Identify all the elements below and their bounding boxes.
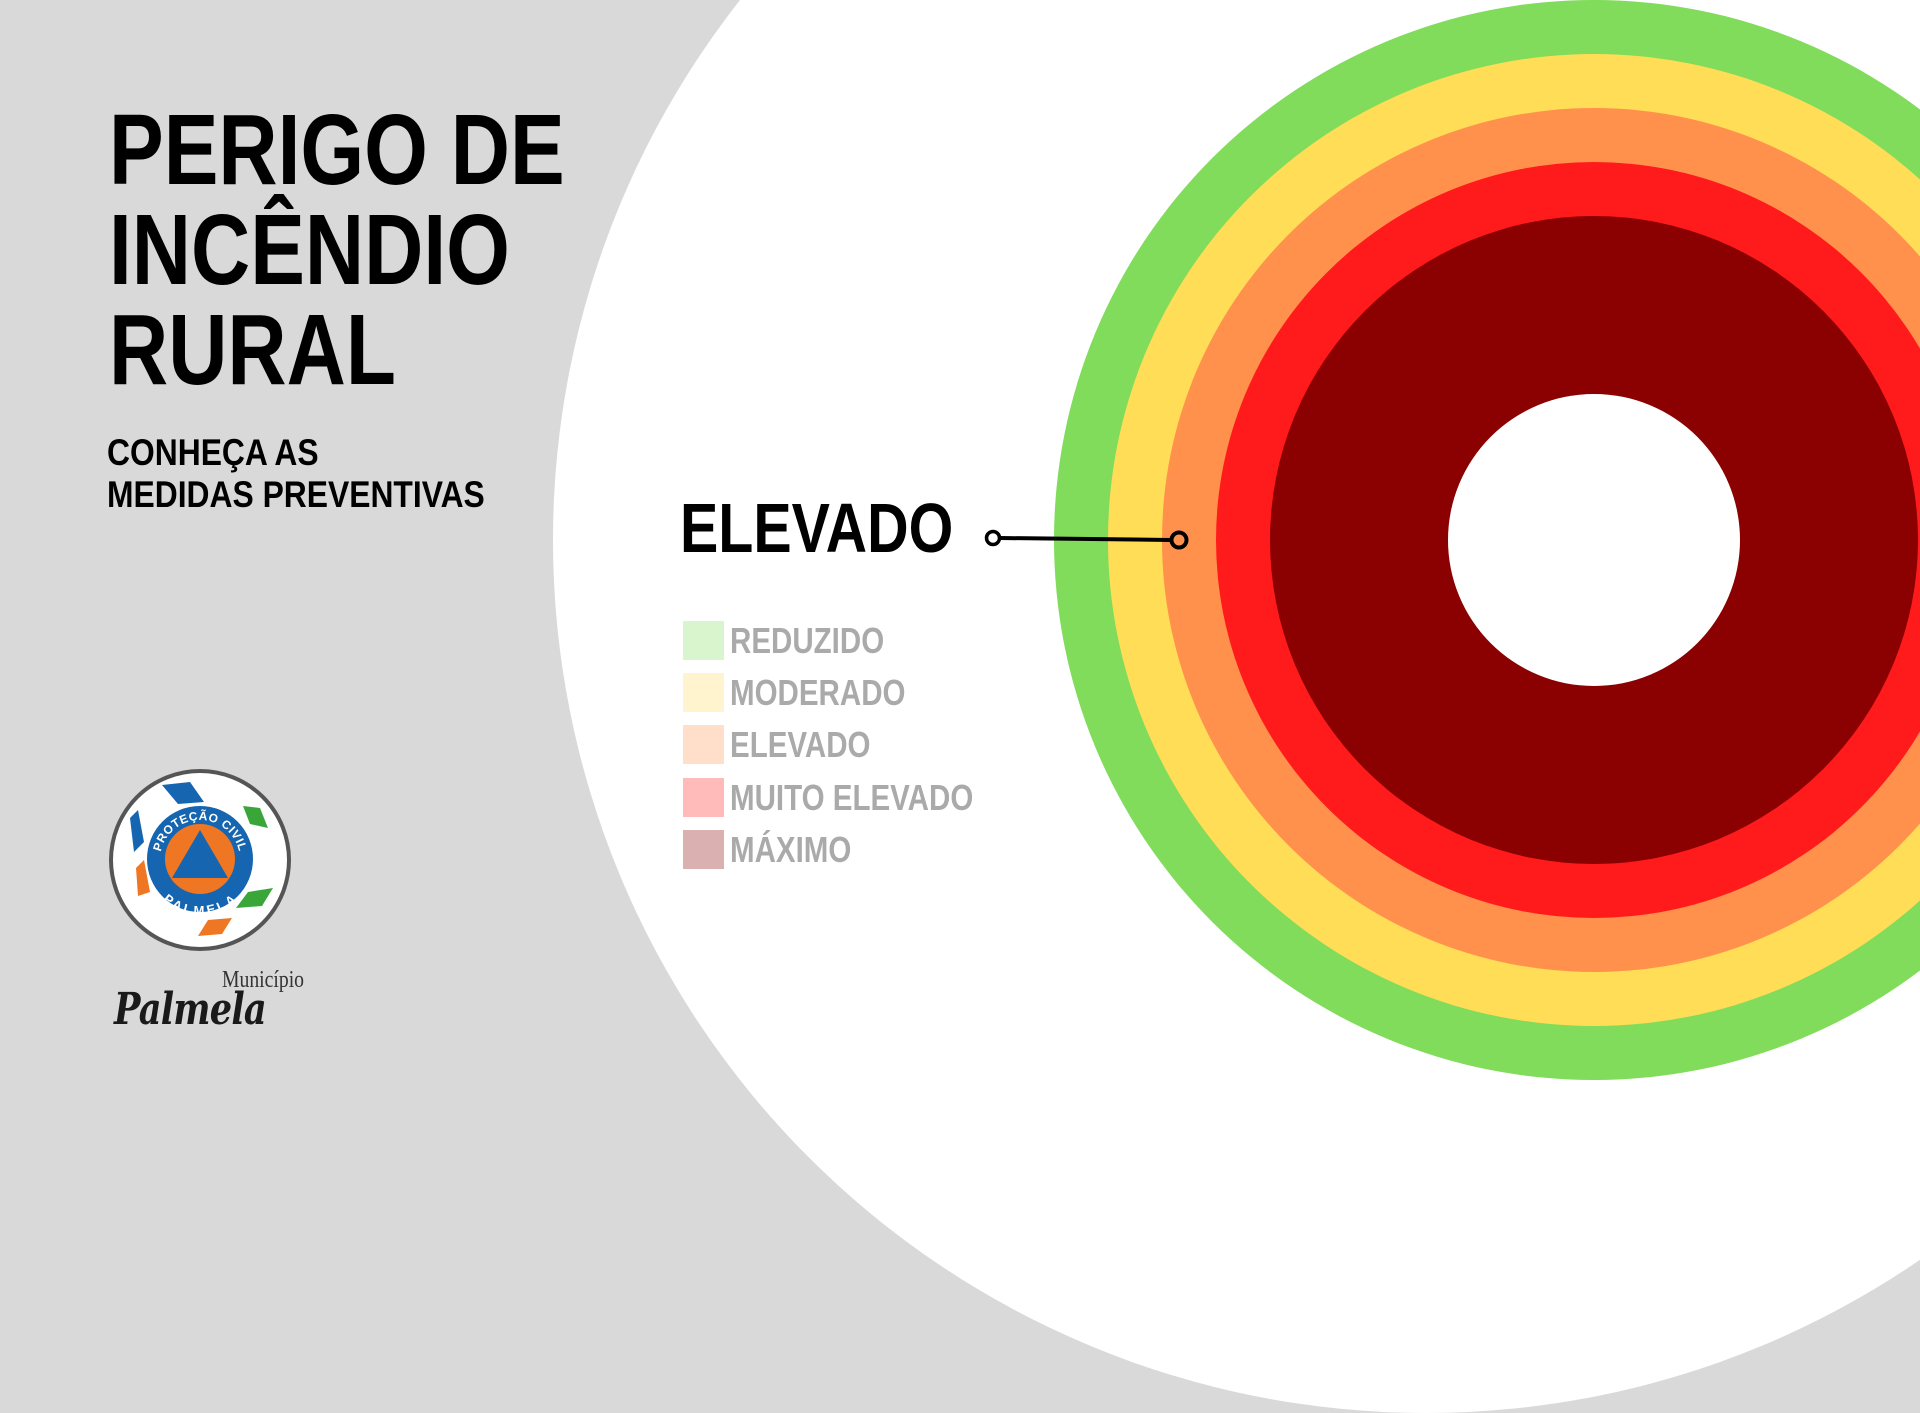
municipality-name: Palmela bbox=[114, 984, 267, 1035]
protecao-civil-logo: PROTEÇÃO CIVIL PALMELA bbox=[109, 769, 291, 951]
page-title-line-1: PERIGO DE bbox=[109, 94, 565, 206]
legend-swatch bbox=[683, 621, 724, 660]
current-level-label: ELEVADO bbox=[680, 489, 954, 567]
legend-swatch bbox=[683, 830, 724, 869]
logo-shard-green-icon bbox=[243, 806, 268, 828]
legend-swatch bbox=[683, 673, 724, 712]
legend-label: MÁXIMO bbox=[730, 829, 852, 870]
legend-swatch bbox=[683, 725, 724, 764]
subtitle-line-1: CONHEÇA AS bbox=[107, 432, 319, 473]
legend-swatch bbox=[683, 778, 724, 817]
logo-shard-green-icon bbox=[236, 888, 273, 908]
legend-label: MODERADO bbox=[730, 672, 906, 713]
logo-shard-blue-icon bbox=[130, 810, 144, 852]
legend-label: ELEVADO bbox=[730, 724, 871, 765]
legend-label: MUITO ELEVADO bbox=[730, 777, 974, 818]
logo-shard-blue-icon bbox=[162, 782, 204, 804]
page-title-line-2: INCÊNDIO bbox=[109, 194, 510, 306]
logo-shard-orange-icon bbox=[198, 918, 232, 936]
page-title-line-3: RURAL bbox=[109, 294, 396, 406]
triangle-icon bbox=[172, 830, 228, 878]
ring-maximo bbox=[1270, 216, 1918, 864]
municipality-label: Município bbox=[222, 967, 304, 993]
logo-shard-orange-icon bbox=[136, 860, 150, 896]
legend-label: REDUZIDO bbox=[730, 620, 885, 661]
subtitle-line-2: MEDIDAS PREVENTIVAS bbox=[107, 474, 485, 515]
